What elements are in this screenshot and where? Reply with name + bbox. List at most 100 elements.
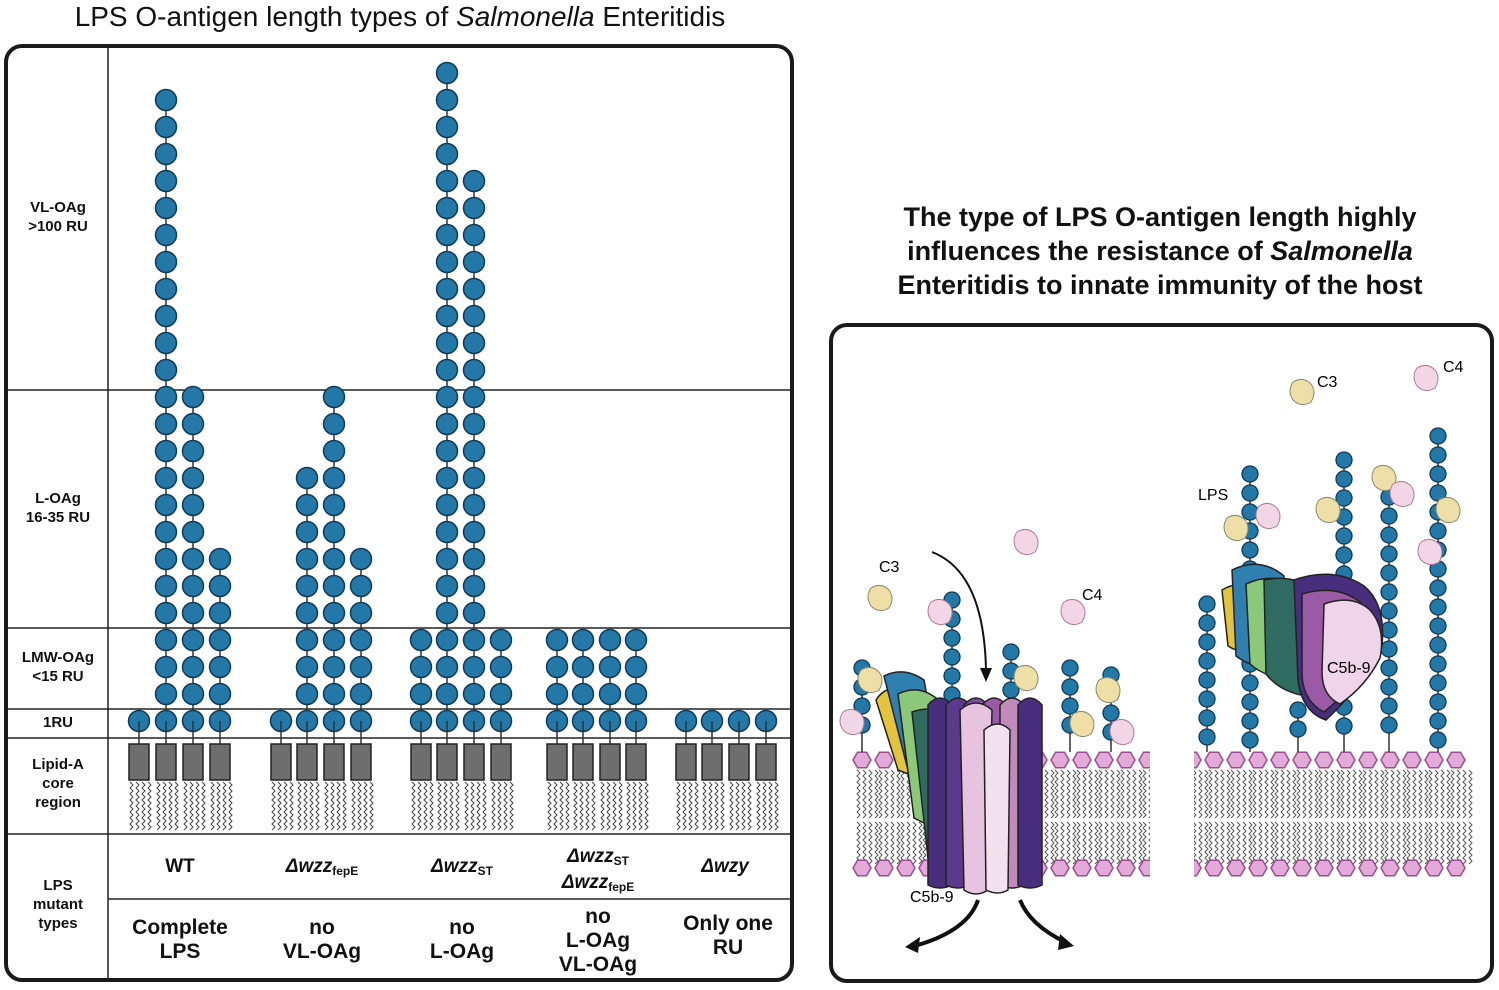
o-antigen-unit (435, 88, 459, 112)
o-antigen-unit (181, 385, 205, 409)
lipid-tail (1050, 769, 1055, 819)
lipid-tail (1258, 821, 1263, 865)
o-antigen-unit (1429, 446, 1447, 464)
lps-label: LPS (1198, 487, 1228, 504)
o-antigen-unit (295, 682, 319, 706)
mutant-wzzst: ΔwzzST (431, 856, 493, 878)
lipid-tail (1308, 769, 1313, 819)
lps-chain (322, 385, 347, 831)
lipid-tail (1198, 821, 1203, 865)
lipid-tail (1286, 821, 1291, 865)
lps-chain (295, 466, 320, 831)
lipid-tail (1374, 769, 1379, 819)
lipid-tail (1402, 821, 1407, 865)
o-antigen-unit (154, 412, 178, 436)
o-antigen-unit (349, 574, 373, 598)
o-antigen-unit (598, 655, 622, 679)
outer-membrane-head (1314, 751, 1334, 769)
o-antigen-unit (1335, 489, 1353, 507)
lipid-tail (1406, 769, 1411, 819)
lipid-tail (201, 781, 206, 831)
lipid-tail (1138, 769, 1143, 819)
lipid-tail (1116, 821, 1121, 865)
lipid-tail (1390, 821, 1395, 865)
o-antigen-unit (1335, 546, 1353, 564)
lps-chain (727, 709, 752, 831)
desc-wt: Complete LPS (132, 916, 228, 963)
lipid-tail (1280, 769, 1285, 819)
outer-membrane-head (1292, 751, 1312, 769)
inner-membrane-head (1424, 859, 1444, 877)
lipid-tail (1252, 821, 1257, 865)
lipid-tail (896, 769, 901, 819)
lipid-tail (1236, 769, 1241, 819)
lipid-tail (228, 781, 233, 831)
o-antigen-unit (545, 682, 569, 706)
lipid-tail (509, 781, 514, 831)
c4-label-right: C4 (1443, 359, 1464, 376)
lysis-arrow-right (1018, 899, 1066, 944)
o-antigen-unit (571, 682, 595, 706)
o-antigen-unit (462, 601, 486, 625)
lipid-tail (1324, 769, 1329, 819)
inner-membrane-head (1292, 859, 1312, 877)
core-block (675, 743, 697, 781)
row-label-lipid: Lipid-A core region (32, 756, 84, 811)
lipid-tail (1264, 821, 1269, 865)
inner-membrane-head (1204, 859, 1224, 877)
lipid-tail (1390, 769, 1395, 819)
o-antigen-unit (322, 412, 346, 436)
immunity-panel (829, 323, 1494, 983)
lipid-tail (437, 781, 442, 831)
lipid-tail (918, 821, 923, 865)
o-antigen-unit (943, 629, 961, 647)
o-antigen-unit (598, 682, 622, 706)
lipid-tail (1302, 821, 1307, 865)
mutant-double: ΔwzzST ΔwzzfepE (561, 846, 635, 894)
lipid-tail (741, 781, 746, 831)
lipid-tail (147, 781, 152, 831)
lipid-tail (1142, 769, 1147, 819)
lipid-tail (1412, 769, 1417, 819)
lipid-tail (336, 781, 341, 831)
o-antigen-unit (435, 331, 459, 355)
o-antigen-unit (435, 439, 459, 463)
core-block (599, 743, 621, 781)
desc-wzzfepe: no VL-OAg (282, 916, 362, 963)
lipid-tail (1076, 769, 1081, 819)
o-antigen-unit (181, 439, 205, 463)
o-antigen-unit (462, 520, 486, 544)
o-antigen-unit (154, 655, 178, 679)
lipid-tail (702, 781, 707, 831)
lps-chain (181, 385, 206, 831)
o-antigen-unit (1380, 583, 1398, 601)
lipid-tail (553, 781, 558, 831)
row-label-mutant-types: LPS mutant types (33, 877, 83, 932)
lipid-tail (369, 781, 374, 831)
lipid-tail (729, 781, 734, 831)
o-antigen-unit (1429, 674, 1447, 692)
o-antigen-unit (1289, 701, 1307, 719)
o-antigen-unit (435, 601, 459, 625)
c4-protein (1013, 528, 1039, 556)
lipid-tail (1270, 821, 1275, 865)
lps-chain (154, 88, 179, 831)
o-antigen-unit (154, 142, 178, 166)
lipid-tail (476, 781, 481, 831)
lipid-tail (1098, 821, 1103, 865)
desc-wzy: Only one RU (683, 912, 773, 959)
o-antigen-unit (1380, 545, 1398, 563)
insertion-arrow (931, 551, 987, 671)
o-antigen-unit (154, 115, 178, 139)
lipid-tail (289, 781, 294, 831)
lps-chains (127, 61, 779, 831)
lipid-tail (1242, 821, 1247, 865)
o-antigen-unit (462, 493, 486, 517)
lps-chain (127, 709, 152, 831)
lipid-tail (579, 781, 584, 831)
o-antigen-unit (1241, 465, 1259, 483)
o-antigen-unit (462, 655, 486, 679)
core-block (755, 743, 777, 781)
lipid-tail (1302, 769, 1307, 819)
lipid-tail (1204, 821, 1209, 865)
